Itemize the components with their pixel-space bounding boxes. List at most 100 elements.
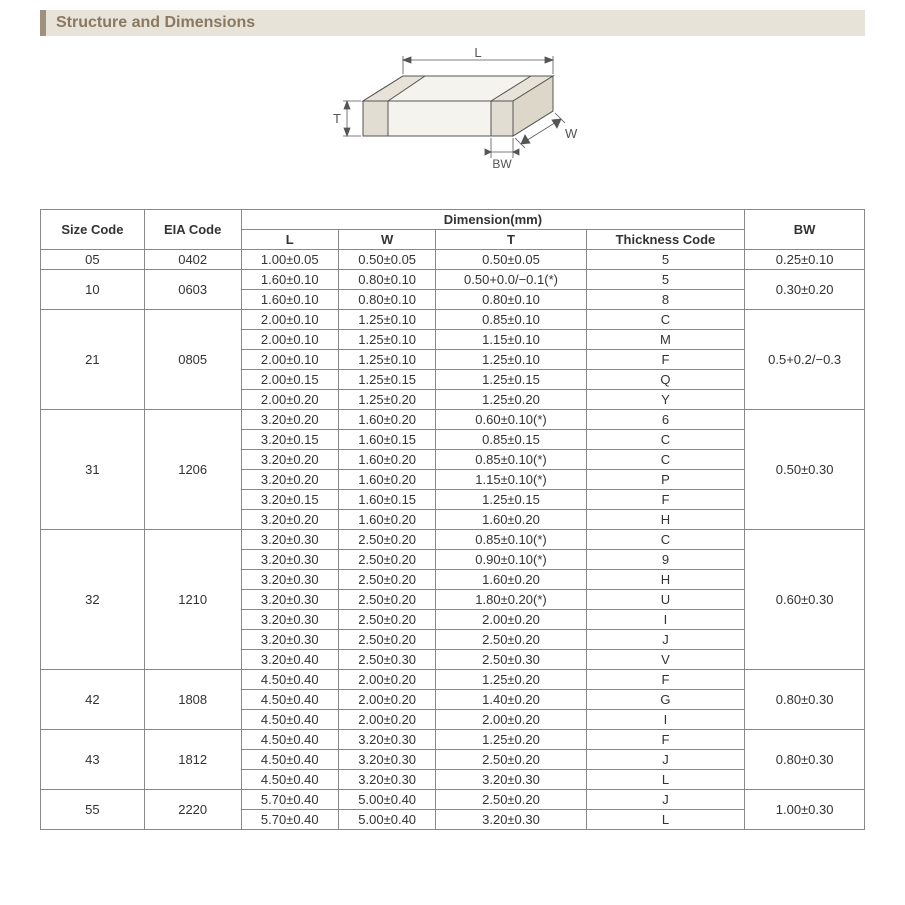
cell-eia-code: 1812	[144, 730, 241, 790]
cell-W: 0.80±0.10	[338, 290, 435, 310]
cell-tc: V	[586, 650, 745, 670]
cell-tc: I	[586, 710, 745, 730]
diagram-label-L: L	[474, 46, 481, 60]
cell-T: 0.85±0.10(*)	[436, 450, 586, 470]
cell-W: 2.50±0.20	[338, 570, 435, 590]
cell-W: 2.50±0.20	[338, 610, 435, 630]
cell-bw: 0.80±0.30	[745, 730, 865, 790]
cell-L: 2.00±0.15	[241, 370, 338, 390]
table-row: 0504021.00±0.050.50±0.050.50±0.0550.25±0…	[41, 250, 865, 270]
cell-size-code: 05	[41, 250, 145, 270]
col-T: T	[436, 230, 586, 250]
cell-T: 2.50±0.20	[436, 750, 586, 770]
cell-tc: J	[586, 790, 745, 810]
cell-bw: 0.5+0.2/−0.3	[745, 310, 865, 410]
cell-L: 2.00±0.20	[241, 390, 338, 410]
cell-eia-code: 0805	[144, 310, 241, 410]
cell-tc: Y	[586, 390, 745, 410]
cell-L: 3.20±0.30	[241, 550, 338, 570]
diagram-label-T: T	[333, 111, 341, 126]
cell-T: 1.25±0.20	[436, 730, 586, 750]
cell-T: 0.50±0.05	[436, 250, 586, 270]
cell-bw: 0.50±0.30	[745, 410, 865, 530]
cell-tc: U	[586, 590, 745, 610]
col-bw: BW	[745, 210, 865, 250]
table-row: 5522205.70±0.405.00±0.402.50±0.20J1.00±0…	[41, 790, 865, 810]
cell-T: 1.40±0.20	[436, 690, 586, 710]
cell-T: 2.50±0.20	[436, 790, 586, 810]
cell-W: 1.60±0.20	[338, 410, 435, 430]
cell-W: 2.50±0.20	[338, 630, 435, 650]
cell-size-code: 21	[41, 310, 145, 410]
cell-T: 0.80±0.10	[436, 290, 586, 310]
cell-eia-code: 1808	[144, 670, 241, 730]
cell-tc: M	[586, 330, 745, 350]
cell-W: 1.25±0.10	[338, 330, 435, 350]
cell-L: 3.20±0.40	[241, 650, 338, 670]
cell-W: 0.50±0.05	[338, 250, 435, 270]
cell-L: 4.50±0.40	[241, 690, 338, 710]
cell-L: 3.20±0.30	[241, 590, 338, 610]
cell-L: 3.20±0.20	[241, 510, 338, 530]
cell-L: 2.00±0.10	[241, 330, 338, 350]
col-size-code: Size Code	[41, 210, 145, 250]
cell-W: 1.25±0.10	[338, 350, 435, 370]
cell-tc: Q	[586, 370, 745, 390]
cell-W: 5.00±0.40	[338, 790, 435, 810]
cell-tc: L	[586, 770, 745, 790]
cell-L: 3.20±0.30	[241, 570, 338, 590]
cell-eia-code: 1206	[144, 410, 241, 530]
cell-T: 0.85±0.10(*)	[436, 530, 586, 550]
cell-W: 1.25±0.10	[338, 310, 435, 330]
cell-L: 3.20±0.20	[241, 410, 338, 430]
cell-T: 3.20±0.30	[436, 810, 586, 830]
cell-T: 2.00±0.20	[436, 610, 586, 630]
cell-T: 1.15±0.10(*)	[436, 470, 586, 490]
cell-W: 1.60±0.20	[338, 510, 435, 530]
cell-bw: 0.60±0.30	[745, 530, 865, 670]
table-row: 1006031.60±0.100.80±0.100.50+0.0/−0.1(*)…	[41, 270, 865, 290]
table-row: 3112063.20±0.201.60±0.200.60±0.10(*)60.5…	[41, 410, 865, 430]
cell-L: 5.70±0.40	[241, 790, 338, 810]
cell-W: 2.50±0.20	[338, 590, 435, 610]
diagram-label-BW: BW	[492, 157, 512, 171]
cell-L: 2.00±0.10	[241, 310, 338, 330]
cell-tc: C	[586, 450, 745, 470]
cell-T: 2.00±0.20	[436, 710, 586, 730]
component-diagram: L T W BW	[0, 46, 905, 201]
col-thickness-code: Thickness Code	[586, 230, 745, 250]
section-header: Structure and Dimensions	[40, 10, 865, 36]
cell-tc: 6	[586, 410, 745, 430]
cell-L: 3.20±0.30	[241, 610, 338, 630]
cell-W: 1.60±0.15	[338, 490, 435, 510]
cell-tc: J	[586, 630, 745, 650]
cell-T: 0.50+0.0/−0.1(*)	[436, 270, 586, 290]
section-title: Structure and Dimensions	[56, 14, 255, 31]
cell-size-code: 55	[41, 790, 145, 830]
cell-W: 2.00±0.20	[338, 690, 435, 710]
cell-tc: L	[586, 810, 745, 830]
cell-W: 1.60±0.15	[338, 430, 435, 450]
cell-W: 5.00±0.40	[338, 810, 435, 830]
table-row: 3212103.20±0.302.50±0.200.85±0.10(*)C0.6…	[41, 530, 865, 550]
cell-W: 2.50±0.20	[338, 550, 435, 570]
col-dimension: Dimension(mm)	[241, 210, 745, 230]
cell-tc: F	[586, 490, 745, 510]
cell-tc: I	[586, 610, 745, 630]
cell-W: 1.25±0.20	[338, 390, 435, 410]
cell-L: 3.20±0.30	[241, 530, 338, 550]
cell-tc: 9	[586, 550, 745, 570]
cell-T: 0.90±0.10(*)	[436, 550, 586, 570]
cell-T: 1.25±0.20	[436, 390, 586, 410]
cell-L: 1.60±0.10	[241, 270, 338, 290]
cell-tc: F	[586, 350, 745, 370]
cell-tc: 8	[586, 290, 745, 310]
cell-W: 3.20±0.30	[338, 770, 435, 790]
cell-T: 1.60±0.20	[436, 570, 586, 590]
cell-size-code: 31	[41, 410, 145, 530]
cell-T: 1.25±0.10	[436, 350, 586, 370]
cell-W: 1.25±0.15	[338, 370, 435, 390]
cell-bw: 0.25±0.10	[745, 250, 865, 270]
diagram-label-W: W	[565, 126, 578, 141]
cell-L: 3.20±0.15	[241, 430, 338, 450]
